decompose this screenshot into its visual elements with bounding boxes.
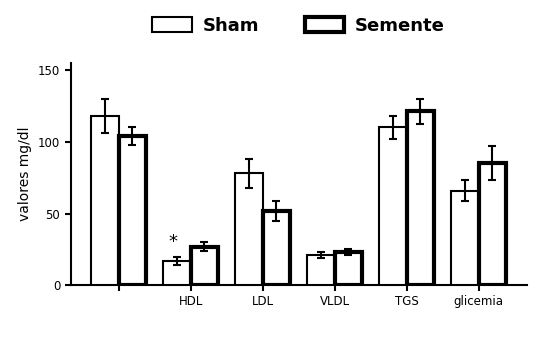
- Y-axis label: valores mg/dl: valores mg/dl: [18, 127, 33, 221]
- Bar: [163, 261, 191, 285]
- Bar: [451, 190, 478, 285]
- Bar: [235, 173, 263, 285]
- Bar: [379, 127, 407, 285]
- Bar: [119, 136, 146, 285]
- Bar: [91, 116, 119, 285]
- Bar: [191, 247, 218, 285]
- Text: *: *: [169, 233, 178, 251]
- Bar: [307, 255, 334, 285]
- Bar: [334, 252, 362, 285]
- Bar: [263, 211, 290, 285]
- Bar: [407, 111, 434, 285]
- Legend: Sham, Semente: Sham, Semente: [145, 9, 452, 42]
- Bar: [478, 163, 506, 285]
